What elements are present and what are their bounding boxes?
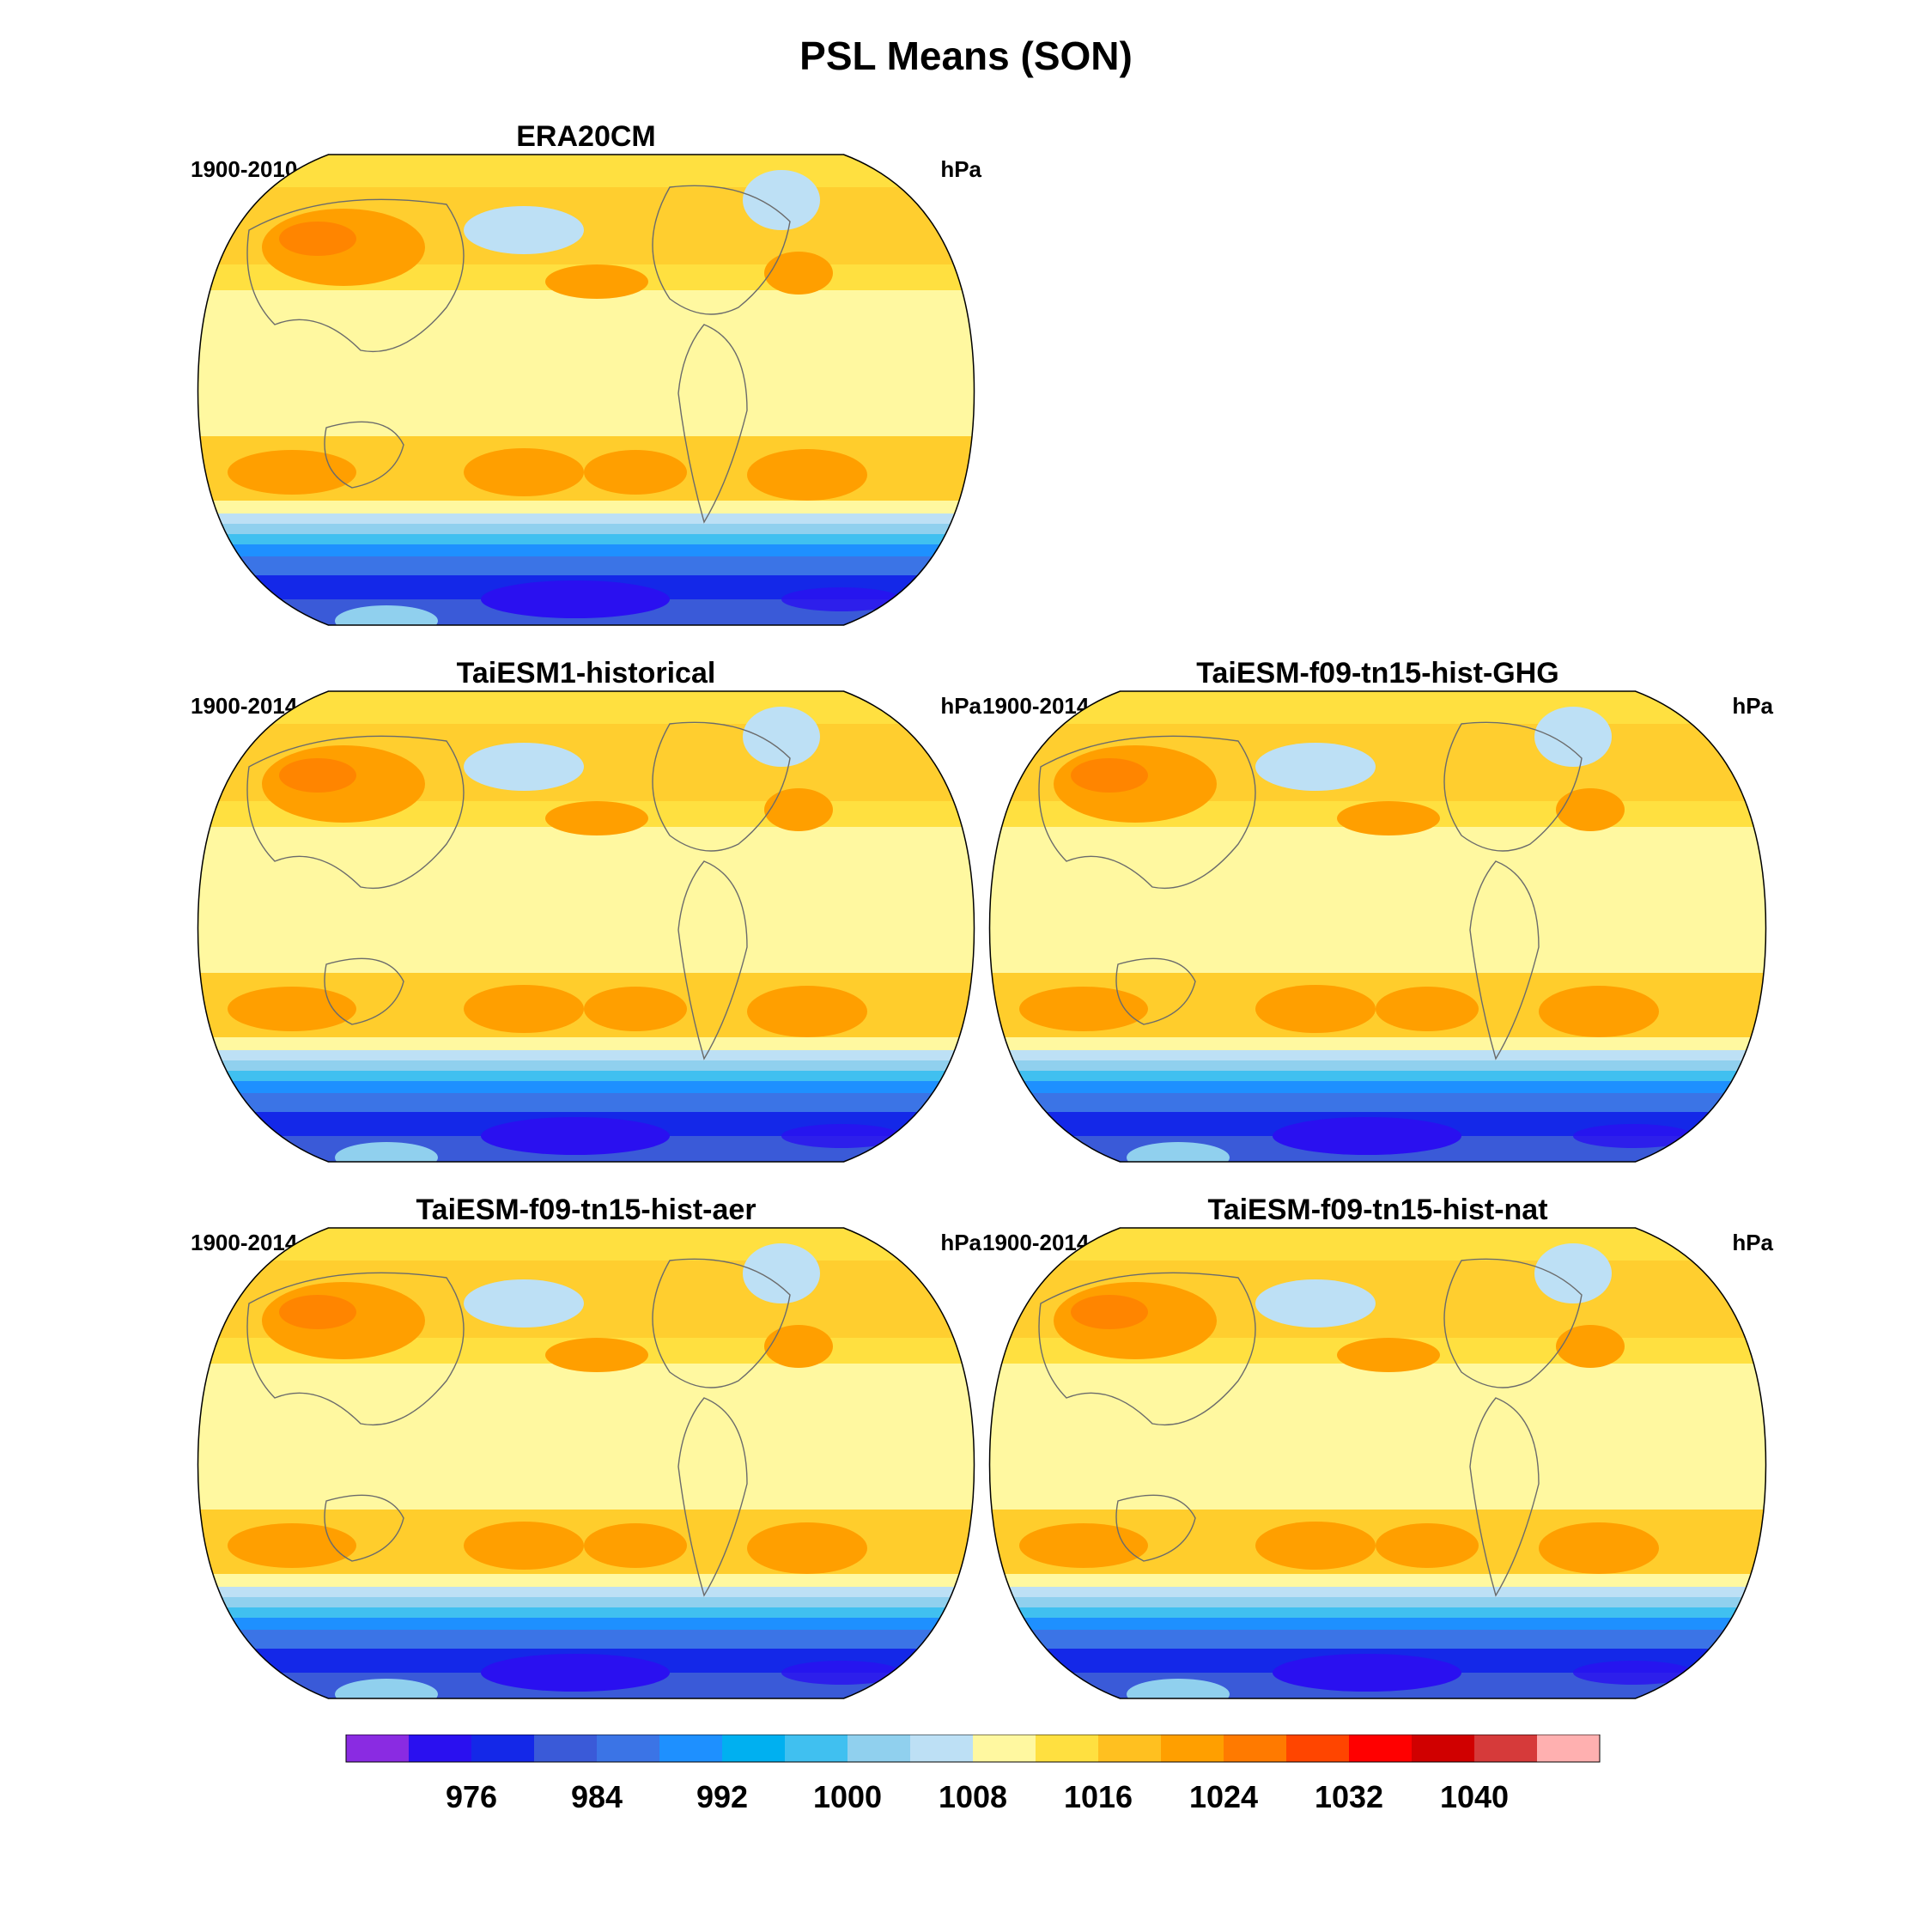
panel-units: hPa xyxy=(940,1230,981,1255)
colorbar: 976 984 992 1000 1008 1016 1024 1032 1040 xyxy=(0,1726,1932,1829)
panel-title: TaiESM-f09-tn15-hist-GHG xyxy=(1196,657,1559,690)
psl-field xyxy=(197,155,975,625)
colorbar-tick-label: 1024 xyxy=(1188,1779,1259,1814)
colorbar-swatch xyxy=(1036,1735,1098,1762)
colorbar-swatch xyxy=(1349,1735,1412,1762)
colorbar-tick-label: 1040 xyxy=(1439,1779,1510,1814)
colorbar-tick-label: 1008 xyxy=(938,1779,1008,1814)
colorbar-swatch xyxy=(1286,1735,1349,1762)
panel-units: hPa xyxy=(1732,693,1773,719)
map-panel-era20cm: ERA20CM 1900-2010 hPa xyxy=(189,120,983,627)
psl-map xyxy=(988,690,1767,1163)
colorbar-swatch xyxy=(1412,1735,1474,1762)
colorbar-swatches xyxy=(345,1735,1601,1763)
colorbar-swatch xyxy=(1474,1735,1537,1762)
psl-field xyxy=(197,691,975,1162)
panel-period: 1900-2014 xyxy=(191,1230,298,1255)
colorbar-swatch xyxy=(346,1735,409,1762)
colorbar-tick-label: 1000 xyxy=(812,1779,883,1814)
psl-field xyxy=(989,1228,1766,1698)
colorbar-swatch xyxy=(973,1735,1036,1762)
psl-field xyxy=(197,1228,975,1698)
psl-map xyxy=(988,1227,1767,1699)
map-panel-hist-ghg: TaiESM-f09-tn15-hist-GHG 1900-2014 hPa xyxy=(981,657,1775,1163)
panel-units: hPa xyxy=(940,156,981,182)
figure-title: PSL Means (SON) xyxy=(799,33,1133,78)
colorbar-swatch xyxy=(534,1735,597,1762)
colorbar-tick-label: 976 xyxy=(445,1779,498,1814)
map-panel-hist-nat: TaiESM-f09-tn15-hist-nat 1900-2014 hPa xyxy=(981,1194,1775,1700)
panel-period: 1900-2014 xyxy=(982,1230,1090,1255)
panel-title: ERA20CM xyxy=(516,120,656,153)
colorbar-swatch xyxy=(1224,1735,1286,1762)
colorbar-swatch xyxy=(1537,1735,1600,1762)
colorbar-swatch xyxy=(659,1735,722,1762)
colorbar-swatch xyxy=(910,1735,973,1762)
colorbar-swatch xyxy=(722,1735,785,1762)
panel-title: TaiESM-f09-tn15-hist-nat xyxy=(1207,1194,1548,1226)
psl-map xyxy=(197,154,975,626)
colorbar-swatch xyxy=(848,1735,910,1762)
colorbar-tick-label: 984 xyxy=(570,1779,623,1814)
colorbar-swatch xyxy=(1161,1735,1224,1762)
map-panel-taiesm1-historical: TaiESM1-historical 1900-2014 hPa xyxy=(189,657,983,1163)
psl-map xyxy=(197,1227,975,1699)
panel-title: TaiESM1-historical xyxy=(456,657,716,690)
panel-period: 1900-2014 xyxy=(191,693,298,719)
psl-map xyxy=(197,690,975,1163)
psl-field xyxy=(989,691,1766,1162)
panel-period: 1900-2014 xyxy=(982,693,1090,719)
panel-title: TaiESM-f09-tn15-hist-aer xyxy=(416,1194,756,1226)
colorbar-tick-label: 1016 xyxy=(1063,1779,1133,1814)
colorbar-swatch xyxy=(785,1735,848,1762)
panel-units: hPa xyxy=(940,693,981,719)
colorbar-swatch xyxy=(1098,1735,1161,1762)
map-panel-hist-aer: TaiESM-f09-tn15-hist-aer 1900-2014 hPa xyxy=(189,1194,983,1700)
colorbar-tick-label: 992 xyxy=(696,1779,749,1814)
panel-period: 1900-2010 xyxy=(191,156,298,182)
panel-units: hPa xyxy=(1732,1230,1773,1255)
colorbar-swatch xyxy=(409,1735,471,1762)
colorbar-swatch xyxy=(471,1735,534,1762)
colorbar-tick-label: 1032 xyxy=(1314,1779,1384,1814)
colorbar-swatch xyxy=(597,1735,659,1762)
